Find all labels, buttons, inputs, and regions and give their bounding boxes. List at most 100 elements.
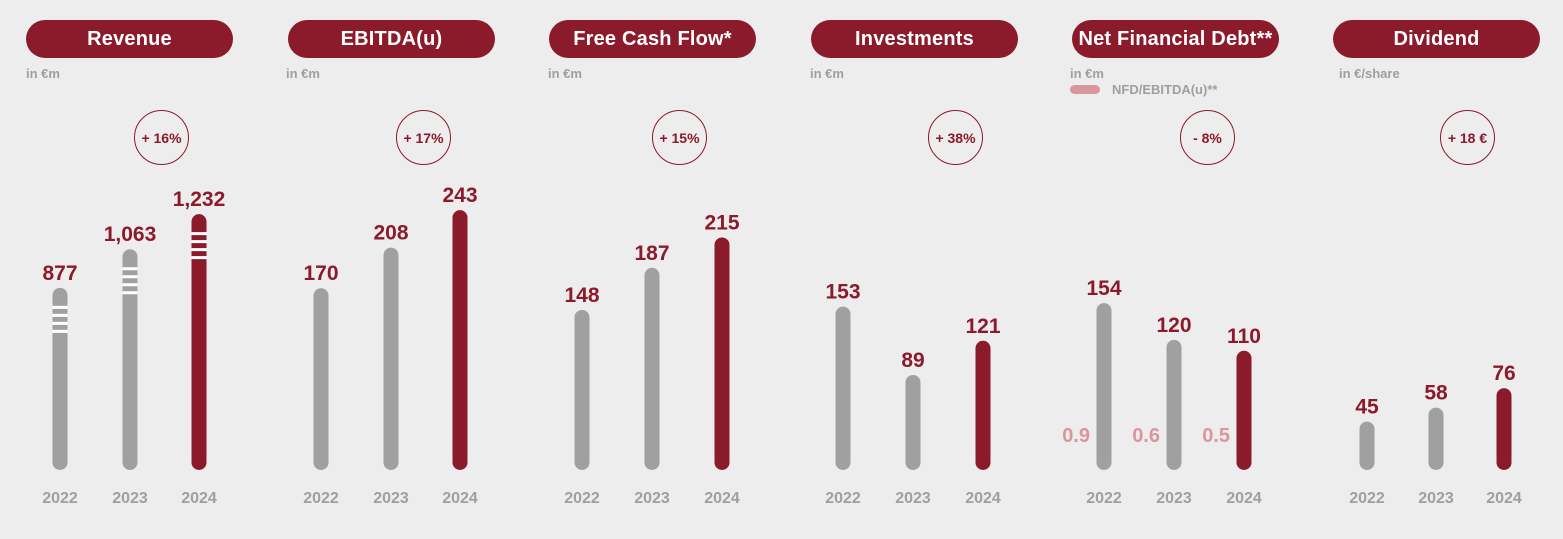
- bar-stripe: [52, 313, 68, 317]
- change-badge: + 17%: [396, 110, 451, 165]
- value-label: 208: [373, 222, 408, 245]
- bar-2023: [383, 247, 399, 470]
- panel-title: Net Financial Debt**: [1078, 27, 1273, 50]
- unit-label: in €m: [286, 66, 320, 81]
- year-label: 2022: [1349, 490, 1385, 507]
- year-label: 2024: [181, 490, 217, 507]
- bar-chart-net-financial-debt: 154 2022 0.9 120 2023 0.6 110 2024 0.5: [1062, 277, 1262, 507]
- value-label: 243: [442, 184, 477, 207]
- value-label: 89: [901, 349, 924, 372]
- panel-title: Investments: [855, 27, 974, 50]
- value-label: 45: [1355, 396, 1379, 419]
- bar-2023: [644, 267, 660, 470]
- value-label: 1,063: [104, 223, 157, 246]
- year-label: 2022: [825, 490, 861, 507]
- panel-title-pill: Revenue: [26, 20, 233, 58]
- bar-2022: [52, 287, 68, 470]
- bar-2024: [714, 237, 730, 470]
- value-label: 110: [1227, 325, 1261, 348]
- bar-chart-investments: 153 2022 89 2023 121 2024: [825, 281, 1001, 507]
- year-label: 2023: [634, 490, 670, 507]
- panel-ebitda: EBITDA(u) in €m + 17% 170 2022 208 2023 243 2…: [286, 0, 526, 539]
- bar-stripe: [52, 305, 68, 309]
- value-label: 215: [704, 211, 739, 234]
- panel-title-pill: Net Financial Debt**: [1072, 20, 1279, 58]
- year-label: 2024: [965, 490, 1001, 507]
- bar-2022: [313, 288, 329, 470]
- bar-stripe: [122, 291, 138, 295]
- bar-2023: [1428, 407, 1444, 470]
- unit-label: in €m: [810, 66, 844, 81]
- bar-stripe: [122, 283, 138, 287]
- bar-chart-ebitda: 170 2022 208 2023 243 2024: [303, 184, 478, 507]
- ratio-label: 0.5: [1202, 425, 1230, 447]
- value-label: 877: [42, 262, 77, 285]
- bar-2023: [905, 374, 921, 470]
- panel-revenue: Revenue in €m + 16% 877 2022 1,063 2023 1,23…: [24, 0, 264, 539]
- value-label: 153: [825, 281, 860, 304]
- panel-title: Revenue: [87, 27, 172, 50]
- panel-net-financial-debt: Net Financial Debt** in €m NFD/EBITDA(u)…: [1062, 0, 1310, 539]
- panel-title-pill: Investments: [811, 20, 1018, 58]
- bar-2022: [574, 309, 590, 470]
- change-badge: + 18 €: [1440, 110, 1495, 165]
- value-label: 170: [303, 262, 338, 285]
- panel-dividend: Dividend in €/share + 18 € 45 2022 58 2023 7…: [1332, 0, 1563, 539]
- bar-chart-dividend: 45 2022 58 2023 76 2024: [1349, 362, 1522, 507]
- panel-title-pill: EBITDA(u): [288, 20, 495, 58]
- year-label: 2022: [42, 490, 78, 507]
- year-label: 2023: [112, 490, 148, 507]
- legend-swatch: [1070, 85, 1100, 94]
- panel-free-cash-flow: Free Cash Flow* in €m + 15% 148 2022 187 20…: [548, 0, 788, 539]
- year-label: 2023: [1418, 490, 1454, 507]
- unit-label: in €m: [1070, 66, 1104, 81]
- value-label: 120: [1156, 314, 1191, 337]
- bar-stripe: [191, 256, 207, 260]
- bar-2022: [1096, 303, 1112, 470]
- bar-2024: [1496, 388, 1512, 470]
- year-label: 2023: [373, 490, 409, 507]
- value-label: 76: [1492, 362, 1515, 385]
- bar-stripe: [191, 240, 207, 244]
- panel-title-pill: Dividend: [1333, 20, 1540, 58]
- change-badge: + 15%: [652, 110, 707, 165]
- value-label: 121: [965, 315, 1000, 338]
- bar-stripe: [52, 329, 68, 333]
- year-label: 2022: [1086, 490, 1122, 507]
- bar-2024: [452, 210, 468, 470]
- ratio-label: 0.9: [1062, 425, 1090, 447]
- bar-chart-free-cash-flow: 148 2022 187 2023 215 2024: [564, 211, 740, 507]
- bar-stripe: [122, 275, 138, 279]
- value-label: 148: [564, 284, 599, 307]
- bar-2024: [975, 340, 991, 470]
- year-label: 2023: [1156, 490, 1192, 507]
- panel-title: Free Cash Flow*: [573, 27, 732, 50]
- change-badge: + 16%: [134, 110, 189, 165]
- bar-2023: [122, 249, 138, 470]
- value-label: 58: [1424, 382, 1448, 405]
- year-label: 2024: [1226, 490, 1262, 507]
- panel-title-pill: Free Cash Flow*: [549, 20, 756, 58]
- year-label: 2024: [704, 490, 740, 507]
- panel-investments: Investments in €m + 38% 153 2022 89 2023 121…: [810, 0, 1050, 539]
- chart-legend: NFD/EBITDA(u)**: [1070, 82, 1217, 97]
- bar-stripe: [52, 321, 68, 325]
- value-label: 154: [1086, 277, 1121, 300]
- bar-stripe: [191, 232, 207, 236]
- bar-2024: [191, 214, 207, 470]
- bar-stripe: [191, 248, 207, 252]
- bar-chart-revenue: 877 2022 1,063 2023 1,232 2024: [42, 188, 226, 507]
- bar-stripe: [122, 267, 138, 271]
- value-label: 187: [634, 242, 669, 265]
- panel-title: EBITDA(u): [340, 27, 443, 50]
- year-label: 2024: [442, 490, 478, 507]
- legend-label: NFD/EBITDA(u)**: [1112, 82, 1218, 97]
- value-label: 1,232: [173, 188, 226, 211]
- panel-title: Dividend: [1393, 27, 1480, 50]
- unit-label: in €/share: [1339, 66, 1400, 81]
- bar-2022: [835, 306, 851, 470]
- year-label: 2023: [895, 490, 931, 507]
- bar-2022: [1359, 421, 1375, 470]
- change-badge: - 8%: [1180, 110, 1235, 165]
- change-badge: + 38%: [928, 110, 983, 165]
